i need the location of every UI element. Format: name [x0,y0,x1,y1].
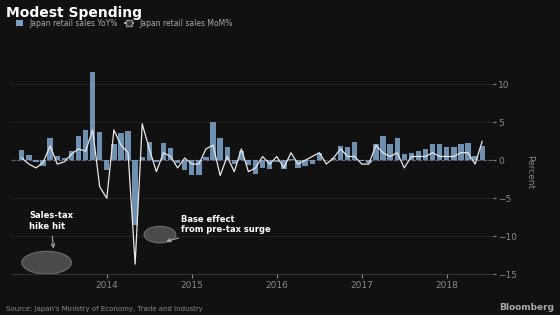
Bar [147,142,152,160]
Bar [395,138,400,160]
Bar [374,144,379,160]
Bar [352,142,357,160]
Bar [90,72,95,160]
Bar [402,154,407,160]
Bar [281,160,287,169]
Bar [388,144,393,160]
Text: Source: Japan's Ministry of Economy, Trade and Industry: Source: Japan's Ministry of Economy, Tra… [6,306,203,312]
Bar [48,138,53,160]
Bar [302,160,308,166]
Bar [26,155,31,160]
Text: Modest Spending: Modest Spending [6,6,142,20]
Y-axis label: Percent: Percent [525,155,534,189]
Bar [359,160,365,161]
Bar [154,160,159,162]
Bar [479,146,485,160]
Bar [260,160,265,168]
Bar [430,144,435,160]
Bar [83,130,88,160]
Bar [217,138,223,160]
Bar [54,156,60,160]
Bar [295,160,301,168]
Bar [40,160,46,166]
Bar [111,144,116,160]
Bar [366,160,371,163]
Bar [168,148,173,160]
Bar [267,160,272,169]
Bar [274,160,279,162]
Bar [310,160,315,164]
Bar [125,131,130,160]
Bar [139,157,145,160]
Ellipse shape [144,226,176,243]
Bar [437,144,442,160]
Bar [246,160,251,165]
Bar [409,153,414,160]
Bar [34,160,39,162]
Bar [345,147,350,160]
Bar [239,151,244,160]
Text: Bloomberg: Bloomberg [500,303,554,312]
Bar [133,160,138,225]
Bar [76,136,81,160]
Text: Base effect
from pre-tax surge: Base effect from pre-tax surge [167,215,271,242]
Legend: Japan retail sales YoY%, Japan retail sales MoM%: Japan retail sales YoY%, Japan retail sa… [13,16,236,31]
Bar [331,158,336,160]
Bar [380,136,386,160]
Bar [316,153,322,160]
Bar [97,132,102,160]
Text: Sales-tax
hike hit: Sales-tax hike hit [29,211,73,247]
Bar [182,160,188,170]
Bar [416,151,421,160]
Ellipse shape [22,251,72,274]
Bar [62,158,67,160]
Bar [175,160,180,163]
Bar [232,160,237,164]
Bar [324,159,329,160]
Bar [196,160,202,175]
Bar [203,157,209,160]
Bar [161,143,166,160]
Bar [444,147,450,160]
Bar [473,156,478,160]
Bar [451,147,456,160]
Bar [211,123,216,160]
Bar [104,160,109,170]
Bar [423,149,428,160]
Bar [288,159,293,160]
Bar [69,151,74,160]
Bar [458,144,464,160]
Bar [118,133,124,160]
Bar [189,160,194,175]
Bar [338,146,343,160]
Bar [19,150,25,160]
Bar [225,147,230,160]
Bar [253,160,258,174]
Bar [465,143,470,160]
